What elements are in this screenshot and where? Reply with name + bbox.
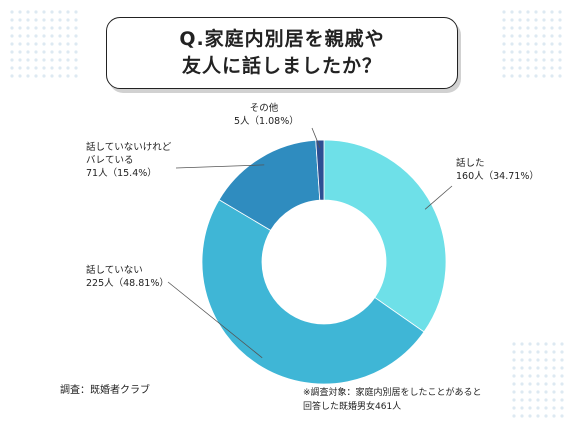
label-talked-name: 話した <box>456 158 485 169</box>
label-not-talked-count: 225人（48.81%） <box>86 278 169 289</box>
title-line-1: Q.家庭内別居を親戚や <box>179 28 385 50</box>
label-not-talked-name: 話していない <box>86 265 143 276</box>
label-other: その他 5人（1.08%） <box>234 102 299 128</box>
label-talked-count: 160人（34.71%） <box>456 171 539 182</box>
footnote: ※調査対象：家庭内別居をしたことがあると 回答した既婚男女461人 <box>303 386 482 414</box>
label-found-out-count: 71人（15.4%） <box>86 168 157 179</box>
label-found-out-name-1: 話していないけれど <box>86 142 172 153</box>
label-not-talked: 話していない 225人（48.81%） <box>86 264 169 290</box>
footnote-line-2: 回答した既婚男女461人 <box>303 402 402 412</box>
source-text: 調査：既婚者クラブ <box>60 385 150 396</box>
footnote-line-1: ※調査対象：家庭内別居をしたことがあると <box>303 388 482 398</box>
decor-dots-bottom-right <box>510 340 564 424</box>
slice-talked <box>323 139 447 333</box>
leader-found-out <box>175 164 265 169</box>
label-found-out-name-2: バレている <box>86 155 134 166</box>
slice-not-talked <box>201 199 425 385</box>
label-other-name: その他 <box>249 103 279 114</box>
leader-other <box>311 127 321 149</box>
leader-talked <box>424 185 453 210</box>
label-other-count: 5人（1.08%） <box>234 116 299 127</box>
label-found-out: 話していないけれど バレている 71人（15.4%） <box>86 141 171 180</box>
label-talked: 話した 160人（34.71%） <box>456 157 539 183</box>
leader-not-talked <box>167 281 263 359</box>
decor-dots-top-right <box>500 8 562 78</box>
title-line-2: 友人に話しましたか？ <box>181 55 382 77</box>
title-box: Q.家庭内別居を親戚や 友人に話しましたか？ <box>106 17 458 89</box>
decor-dots-top-left <box>8 8 78 78</box>
slice-other <box>315 139 325 201</box>
